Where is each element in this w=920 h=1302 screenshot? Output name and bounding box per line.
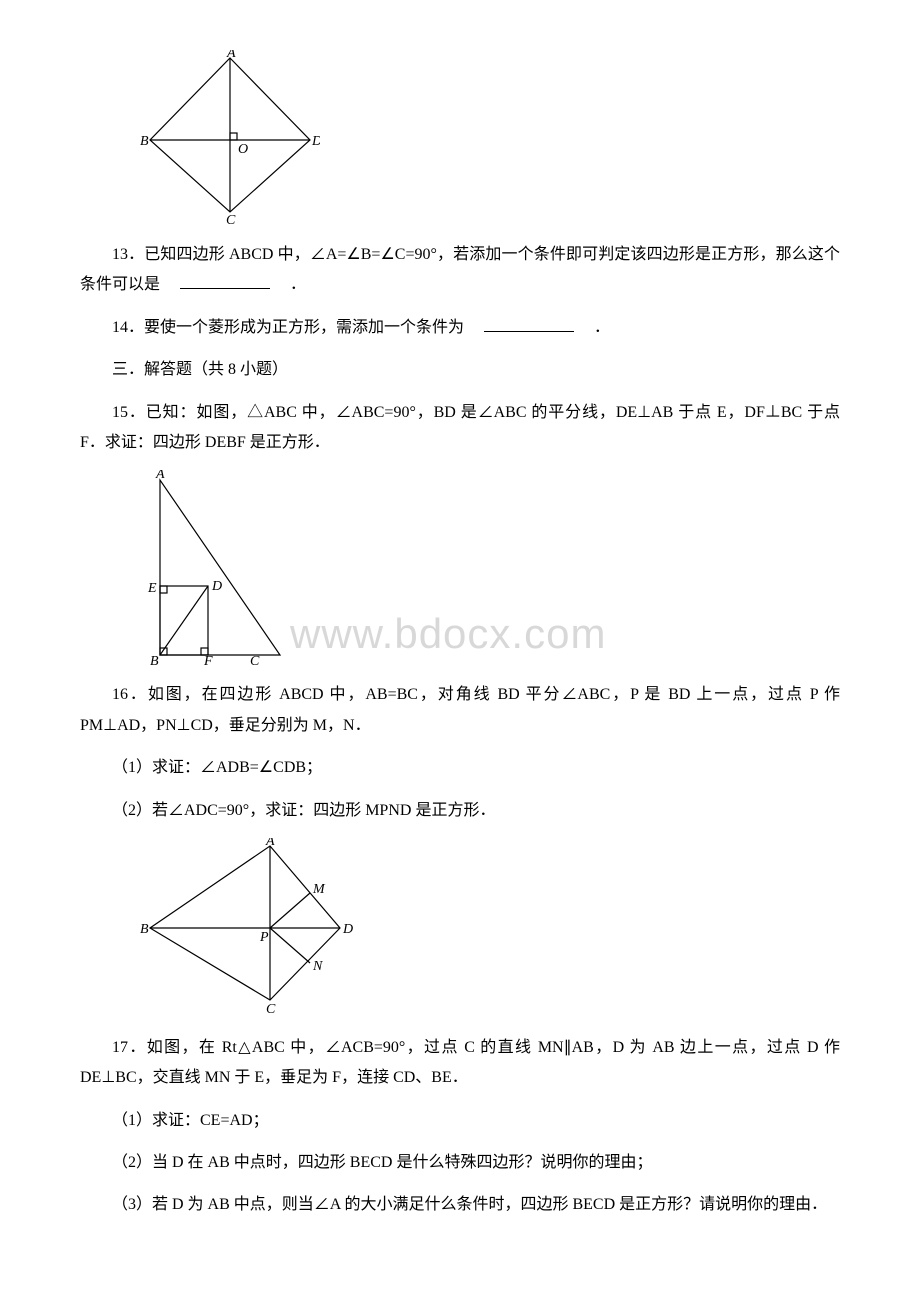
label-c: C	[266, 1002, 276, 1017]
label-a: A	[265, 838, 275, 849]
question-16-2: （2）若∠ADC=90°，求证：四边形 MPND 是正方形．	[80, 796, 840, 826]
question-15: 15．已知：如图，△ABC 中，∠ABC=90°，BD 是∠ABC 的平分线，D…	[80, 398, 840, 459]
label-b: B	[150, 654, 159, 665]
watermark-text: www.bdocx.com	[290, 610, 606, 658]
q14-text: 14．要使一个菱形成为正方形，需添加一个条件为	[112, 319, 480, 336]
q13-end: ．	[274, 276, 306, 293]
question-16-1: （1）求证：∠ADB=∠CDB；	[80, 753, 840, 783]
rhombus-svg: A B C D O	[140, 50, 320, 225]
label-b: B	[140, 922, 149, 937]
figure-triangle-debf: A E D B F C www.bdocx.com	[140, 470, 840, 665]
label-d: D	[211, 579, 222, 594]
q14-end: ．	[578, 319, 610, 336]
label-e: E	[147, 581, 157, 596]
label-a: A	[226, 50, 236, 61]
question-17-3: （3）若 D 为 AB 中点，则当∠A 的大小满足什么条件时，四边形 BECD …	[80, 1190, 840, 1220]
label-a: A	[155, 470, 165, 482]
blank-13	[180, 273, 270, 289]
label-n: N	[312, 959, 323, 974]
blank-14	[484, 316, 574, 332]
page-content: A B C D O 13．已知四边形 ABCD 中，∠A=∠B=∠C=90°，若…	[80, 50, 840, 1221]
label-o: O	[238, 142, 248, 157]
section-3-heading: 三．解答题（共 8 小题）	[80, 355, 840, 385]
label-c: C	[226, 213, 236, 225]
label-c: C	[250, 654, 260, 665]
question-17-1: （1）求证：CE=AD；	[80, 1106, 840, 1136]
label-m: M	[312, 882, 326, 897]
label-d: D	[311, 134, 320, 149]
figure-rhombus-abcd: A B C D O	[140, 50, 840, 225]
label-b: B	[140, 134, 149, 149]
question-17-intro: 17．如图，在 Rt△ABC 中，∠ACB=90°，过点 C 的直线 MN∥AB…	[80, 1033, 840, 1094]
label-f: F	[203, 654, 213, 665]
question-13: 13．已知四边形 ABCD 中，∠A=∠B=∠C=90°，若添加一个条件即可判定…	[80, 240, 840, 301]
label-d: D	[342, 922, 353, 937]
question-16-intro: 16．如图，在四边形 ABCD 中，AB=BC，对角线 BD 平分∠ABC，P …	[80, 680, 840, 741]
label-p: P	[259, 930, 269, 945]
question-14: 14．要使一个菱形成为正方形，需添加一个条件为 ．	[80, 313, 840, 343]
question-17-2: （2）当 D 在 AB 中点时，四边形 BECD 是什么特殊四边形？说明你的理由…	[80, 1148, 840, 1178]
rhombus-pmn-svg: A B C D P M N	[140, 838, 355, 1018]
triangle-debf-svg: A E D B F C	[140, 470, 290, 665]
figure-rhombus-pmn: A B C D P M N	[140, 838, 840, 1018]
